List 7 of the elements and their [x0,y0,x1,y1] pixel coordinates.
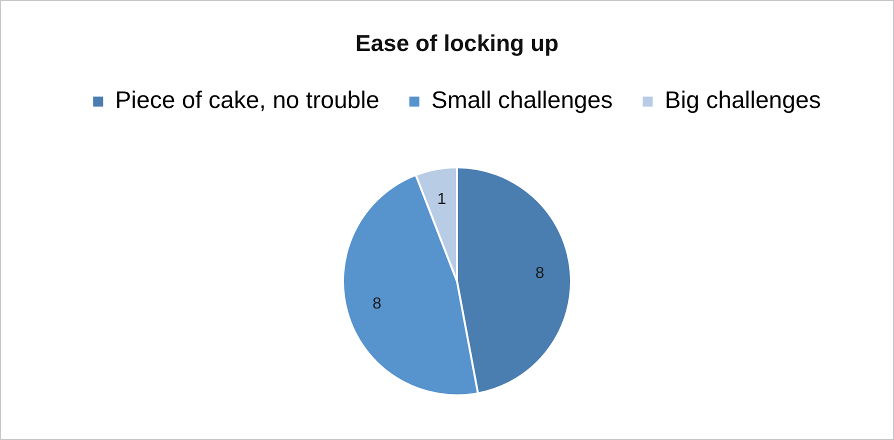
legend-label: Piece of cake, no trouble [115,87,380,114]
data-label: 1 [437,190,446,208]
legend-label: Big challenges [664,87,821,114]
data-label: 8 [535,265,544,282]
chart-title: Ease of locking up [355,30,559,56]
data-label: 8 [372,295,382,312]
legend-label: Small challenges [431,87,613,114]
